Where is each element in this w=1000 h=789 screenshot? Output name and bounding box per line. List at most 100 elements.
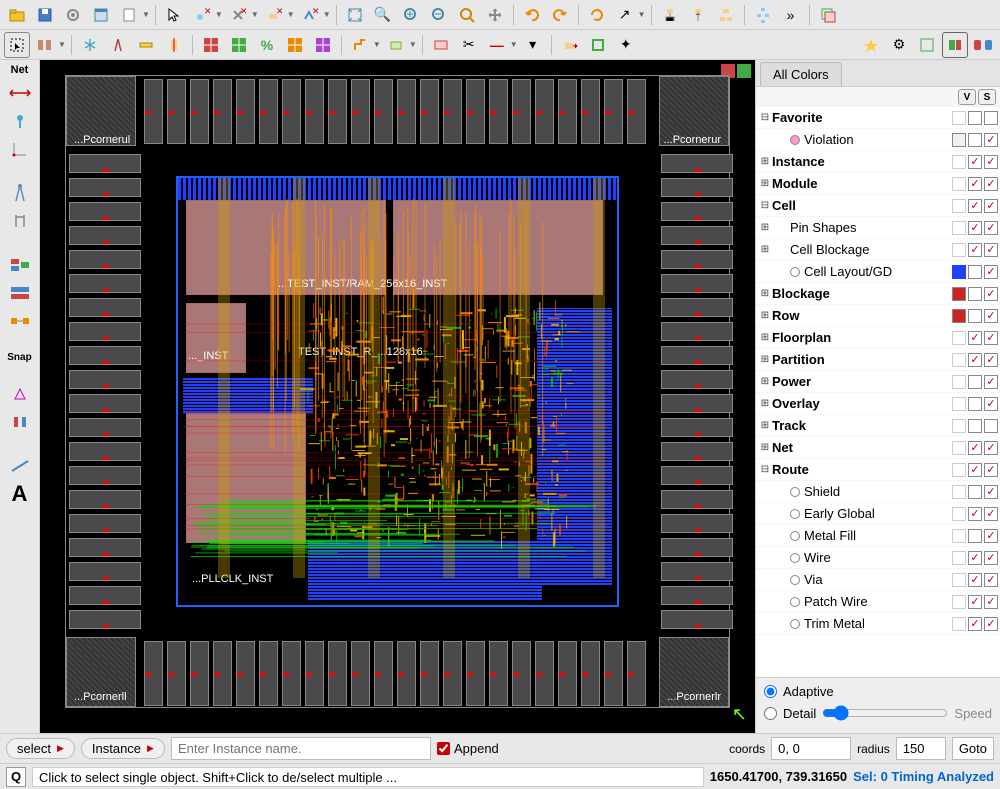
layer-row[interactable]: ⊞Net [756,437,1000,459]
axis-icon[interactable] [6,138,34,160]
settings-icon[interactable] [60,2,86,28]
pin-icon[interactable] [6,110,34,132]
save-icon[interactable] [32,2,58,28]
resize-arrow-icon[interactable]: ↖ [732,704,747,725]
cut-icon[interactable]: ✂ [456,32,482,58]
delete-node-icon[interactable]: ✕ [261,2,287,28]
highlight-icon[interactable] [858,32,884,58]
layer-row[interactable]: Patch Wire [756,591,1000,613]
goto-button[interactable]: Goto [952,737,994,760]
block2-icon[interactable] [6,282,34,304]
pan-icon[interactable] [482,2,508,28]
grid-orange-icon[interactable] [282,32,308,58]
tree-icon[interactable] [750,2,776,28]
cursor-icon[interactable] [161,2,187,28]
hier-up-icon[interactable] [685,2,711,28]
layer-row[interactable]: ⊞Cell Blockage [756,239,1000,261]
detail-radio[interactable]: Detail Speed [764,705,992,721]
text-tool[interactable]: A [6,483,34,505]
layout-canvas[interactable]: ...Pcornerul ...Pcornerur ...Pcornerll .… [40,60,755,733]
zoom-sel-icon[interactable] [454,2,480,28]
open-icon[interactable] [4,2,30,28]
select-mode-icon[interactable] [32,32,58,58]
delete-cross-icon[interactable]: ✕ [225,2,251,28]
layer-row[interactable]: Shield [756,481,1000,503]
layer-row[interactable]: ⊟Cell [756,195,1000,217]
fit-icon[interactable] [342,2,368,28]
dropdown-icon[interactable]: ▼ [142,10,150,19]
grid-red-icon[interactable] [198,32,224,58]
shape2-icon[interactable] [6,411,34,433]
hier-top-icon[interactable] [713,2,739,28]
coords-input[interactable] [771,737,851,760]
instance-pill[interactable]: Instance▶ [81,738,165,759]
delete-path-icon[interactable]: ✕ [297,2,323,28]
block1-icon[interactable] [6,254,34,276]
layer-row[interactable]: ⊞Pin Shapes [756,217,1000,239]
snowflake-icon[interactable] [77,32,103,58]
region-icon[interactable] [428,32,454,58]
layer-row[interactable]: ⊟Route [756,459,1000,481]
layer-row[interactable]: Violation [756,129,1000,151]
new-icon[interactable] [116,2,142,28]
move-icon[interactable] [557,32,583,58]
layer-row[interactable]: ⊞Partition [756,349,1000,371]
shape1-icon[interactable] [6,383,34,405]
caliper-icon[interactable] [6,210,34,232]
visibility-col-header[interactable]: V [958,89,976,105]
layer-row[interactable]: ⊞Power [756,371,1000,393]
win-green-icon[interactable] [737,64,751,78]
link-icon[interactable] [6,455,34,477]
3d-icon[interactable] [970,32,996,58]
wand-icon[interactable]: ✦ [613,32,639,58]
minus-icon[interactable]: — [484,32,510,58]
fit2-icon[interactable] [914,32,940,58]
net-arrow-icon[interactable] [6,82,34,104]
view-box-icon[interactable] [942,32,968,58]
redo-icon[interactable] [547,2,573,28]
hier-down-icon[interactable] [657,2,683,28]
layer-row[interactable]: ⊞Floorplan [756,327,1000,349]
zoom-out-icon[interactable] [426,2,452,28]
layer-tree[interactable]: ⊟FavoriteViolation⊞Instance⊞Module⊟Cell⊞… [756,107,1000,677]
arrow-icon[interactable]: ↗ [612,2,638,28]
ruler-icon[interactable] [133,32,159,58]
layer-row[interactable]: ⊞Module [756,173,1000,195]
zoom-in-icon[interactable] [398,2,424,28]
zoom-region-icon[interactable]: 🔍 [370,2,396,28]
refresh-icon[interactable] [584,2,610,28]
layer-row[interactable]: Cell Layout/GD [756,261,1000,283]
percent-icon[interactable]: % [254,32,280,58]
layer-row[interactable]: Wire [756,547,1000,569]
block3-icon[interactable] [6,310,34,332]
dd-icon[interactable]: ▾ [520,32,546,58]
layer-row[interactable]: ⊞Track [756,415,1000,437]
compass-icon[interactable] [105,32,131,58]
append-checkbox[interactable]: Append [437,741,499,756]
route-icon[interactable] [347,32,373,58]
layer-row[interactable]: Via [756,569,1000,591]
more-icon[interactable]: » [778,2,804,28]
grid-green-icon[interactable] [226,32,252,58]
window-icon[interactable] [88,2,114,28]
layer-row[interactable]: ⊟Favorite [756,107,1000,129]
tab-all-colors[interactable]: All Colors [760,62,842,86]
layer-row[interactable]: ⊞Blockage [756,283,1000,305]
layers-icon[interactable] [815,2,841,28]
layer-sq-icon[interactable] [585,32,611,58]
select-mode-pill[interactable]: select▶ [6,738,75,759]
place-icon[interactable] [383,32,409,58]
compass-tool-icon[interactable] [6,182,34,204]
radius-input[interactable] [896,737,946,760]
instance-name-input[interactable] [171,737,431,760]
layer-row[interactable]: Metal Fill [756,525,1000,547]
query-button[interactable]: Q [6,767,26,787]
delete-anchor-icon[interactable]: ✕ [189,2,215,28]
layer-row[interactable]: ⊞Overlay [756,393,1000,415]
grid-purple-icon[interactable] [310,32,336,58]
layer-row[interactable]: ⊞Instance [756,151,1000,173]
selectable-col-header[interactable]: S [978,89,996,105]
undo-icon[interactable] [519,2,545,28]
select-box-icon[interactable] [4,32,30,58]
layer-row[interactable]: ⊞Row [756,305,1000,327]
